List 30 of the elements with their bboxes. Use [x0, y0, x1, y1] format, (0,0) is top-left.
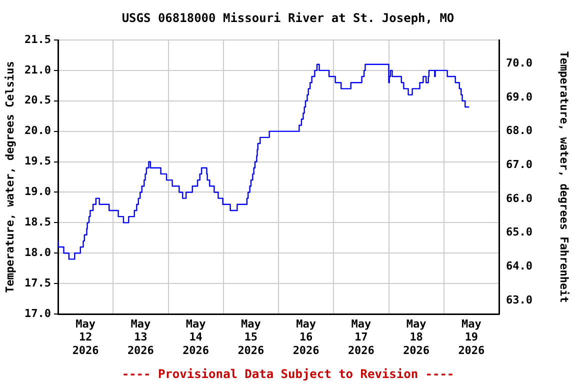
y-tick-label: 18.5: [24, 216, 51, 229]
y-tick-label: 21.0: [24, 63, 51, 76]
y-tick-label: 19.5: [24, 154, 51, 168]
y2-tick-label: 66.0: [506, 192, 532, 205]
y2-tick-label: 68.0: [506, 124, 532, 138]
y2-tick-label: 65.0: [506, 226, 532, 239]
y2-tick-label: 70.0: [506, 56, 532, 70]
x-tick-label: May 18 2026: [403, 317, 430, 357]
y2-axis-title: Temperature, water, degrees Fahrenheit: [558, 51, 571, 303]
x-tick-label: May 12 2026: [72, 317, 100, 357]
y-tick-label: 17.0: [24, 306, 51, 320]
x-tick-label: May 13 2026: [127, 317, 154, 357]
chart-title: USGS 06818000 Missouri River at St. Joseph, MO: [122, 11, 454, 26]
y2-tick-label: 69.0: [506, 90, 532, 104]
y-tick-label: 19.0: [24, 185, 51, 198]
y2-tick-label: 64.0: [506, 260, 532, 272]
text: ---- Provisional Data Subject to Revision ----: [122, 367, 454, 382]
x-tick-label: May 17 2026: [348, 317, 375, 357]
x-tick-label: May 14 2026: [182, 317, 210, 357]
y-tick-label: 20.0: [24, 124, 51, 138]
x-tick-label: May 19 2026: [458, 317, 486, 357]
x-tick-label: May 15 2026: [238, 317, 265, 357]
y-tick-label: 20.5: [24, 94, 51, 107]
y-axis-title: Temperature, water, degrees Celsius: [3, 61, 16, 293]
x-tick-label: May 16 2026: [292, 317, 320, 357]
y2-tick-label: 63.0: [506, 293, 532, 306]
y-tick-label: 18.0: [24, 246, 51, 259]
y-tick-label: 17.5: [24, 276, 51, 290]
y-tick-label: 21.5: [24, 32, 51, 46]
y2-tick-label: 67.0: [506, 158, 532, 172]
